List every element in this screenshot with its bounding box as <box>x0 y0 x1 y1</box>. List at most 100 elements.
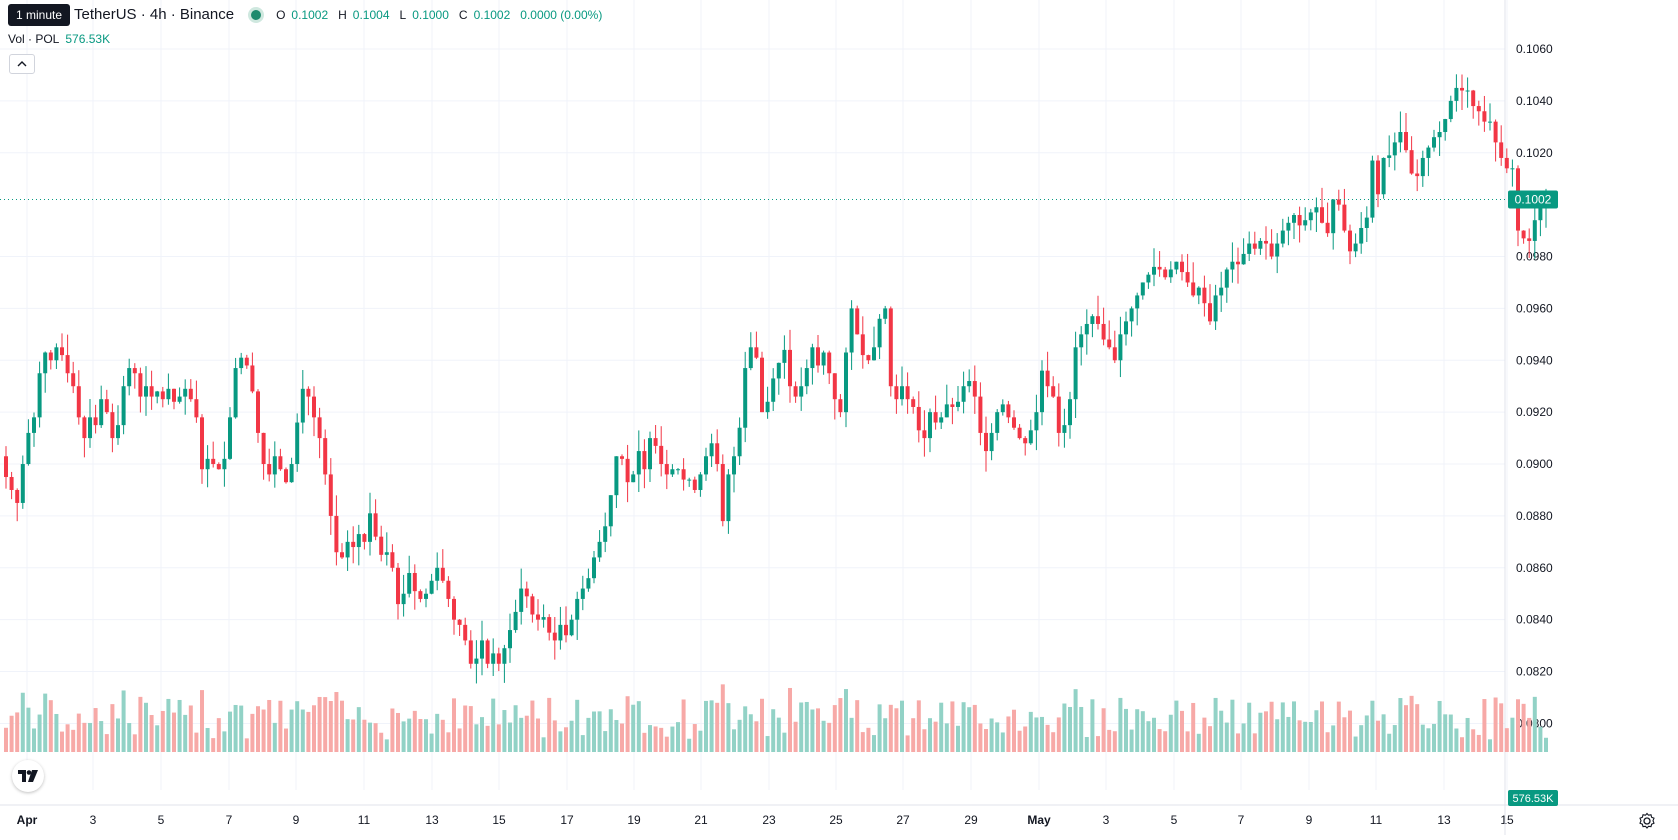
volume-bar <box>681 699 686 752</box>
volume-bar <box>76 713 81 752</box>
collapse-legend-button[interactable] <box>9 54 35 74</box>
volume-bar <box>1090 699 1095 752</box>
candle-body <box>704 456 708 475</box>
volume-bar <box>144 702 148 752</box>
volume-bar <box>944 723 949 752</box>
volume-bar <box>659 727 664 752</box>
candle-body <box>1135 295 1140 309</box>
volume-bar <box>1107 729 1112 752</box>
volume-bar <box>401 721 406 752</box>
volume-bar <box>1196 733 1201 752</box>
x-tick-label: 21 <box>694 813 708 827</box>
candle-body <box>127 368 132 387</box>
volume-bar <box>715 702 720 752</box>
candle-body <box>440 567 445 581</box>
x-tick-label: 5 <box>158 813 165 827</box>
volume-bar <box>1376 720 1380 752</box>
symbol-title[interactable]: TetherUS · 4h · Binance <box>74 6 235 23</box>
volume-bar <box>1118 697 1123 752</box>
volume-bar <box>1381 714 1386 752</box>
candle-body <box>1510 168 1515 170</box>
volume-bar <box>110 704 115 752</box>
volume-bar <box>396 712 400 752</box>
volume-bar <box>457 728 462 752</box>
candle-body <box>502 648 507 664</box>
candle-body <box>1096 316 1100 324</box>
market-status-icon <box>248 6 265 23</box>
volume-bar <box>362 719 367 752</box>
candle-body <box>1370 160 1375 218</box>
candle-body <box>972 381 977 397</box>
candle-body <box>216 464 221 470</box>
volume-bar <box>340 700 344 752</box>
volume-bar <box>15 712 20 752</box>
candle-body <box>743 368 748 428</box>
volume-bar <box>183 714 188 752</box>
volume-bar <box>37 714 42 752</box>
volume-bar <box>687 738 692 752</box>
candle-body <box>1353 243 1358 252</box>
candle-body <box>737 427 742 457</box>
volume-bar <box>967 707 972 752</box>
volume-bar <box>776 717 781 752</box>
x-tick-label: 7 <box>226 813 233 827</box>
x-tick-label: 11 <box>1370 813 1383 827</box>
volume-label[interactable]: Vol · POL <box>8 32 60 46</box>
candle-body <box>1017 427 1022 439</box>
candle-body <box>1432 137 1436 148</box>
candle-body <box>424 593 428 599</box>
volume-bar <box>261 709 266 752</box>
candle-body <box>765 401 770 413</box>
candle-body <box>1437 132 1442 138</box>
candle-body <box>883 308 888 319</box>
candle-body <box>1040 370 1044 413</box>
candle-body <box>345 541 350 558</box>
candle-body <box>289 464 294 483</box>
volume-bar <box>855 700 860 752</box>
volume-bar <box>289 709 294 752</box>
volume-bar <box>631 704 636 752</box>
candle-body <box>995 412 1000 433</box>
change-value: 0.0000 (0.00%) <box>520 7 603 22</box>
candle-body <box>390 552 395 568</box>
gear-icon[interactable] <box>1638 812 1656 830</box>
volume-bar <box>250 713 255 752</box>
candle-body <box>1118 334 1123 361</box>
candle-body <box>20 464 25 503</box>
volume-bar <box>1191 702 1196 752</box>
candle-body <box>1068 399 1072 426</box>
volume-bar <box>485 725 490 752</box>
volume-bar <box>1202 717 1207 752</box>
volume-bar <box>592 711 596 752</box>
volume-bar <box>351 719 356 752</box>
volume-bar <box>1443 714 1448 752</box>
volume-bar <box>1465 717 1470 752</box>
volume-bar <box>1073 689 1078 752</box>
candle-body <box>648 438 652 470</box>
candle-body <box>32 417 36 433</box>
volume-bar <box>564 727 568 752</box>
chevron-up-icon <box>17 61 27 67</box>
candle-body <box>60 347 64 356</box>
volume-bar <box>754 721 759 752</box>
candle-body <box>1056 396 1061 433</box>
volume-bar <box>424 719 428 752</box>
candle-body <box>480 640 484 659</box>
volume-bar <box>1135 709 1140 752</box>
candle-body <box>698 474 703 490</box>
tradingview-logo-icon[interactable] <box>12 760 44 792</box>
volume-bar <box>765 736 770 752</box>
volume-bar <box>1359 725 1364 752</box>
volume-bar <box>1325 732 1330 752</box>
candle-body <box>676 469 680 471</box>
volume-bar <box>804 701 809 752</box>
candle-body <box>821 352 826 366</box>
candle-body <box>760 357 764 413</box>
x-tick-label: 13 <box>1437 813 1451 827</box>
candle-body <box>782 349 787 363</box>
candle-body <box>1471 90 1476 107</box>
candle-body <box>1286 222 1291 231</box>
volume-bar <box>306 711 311 752</box>
